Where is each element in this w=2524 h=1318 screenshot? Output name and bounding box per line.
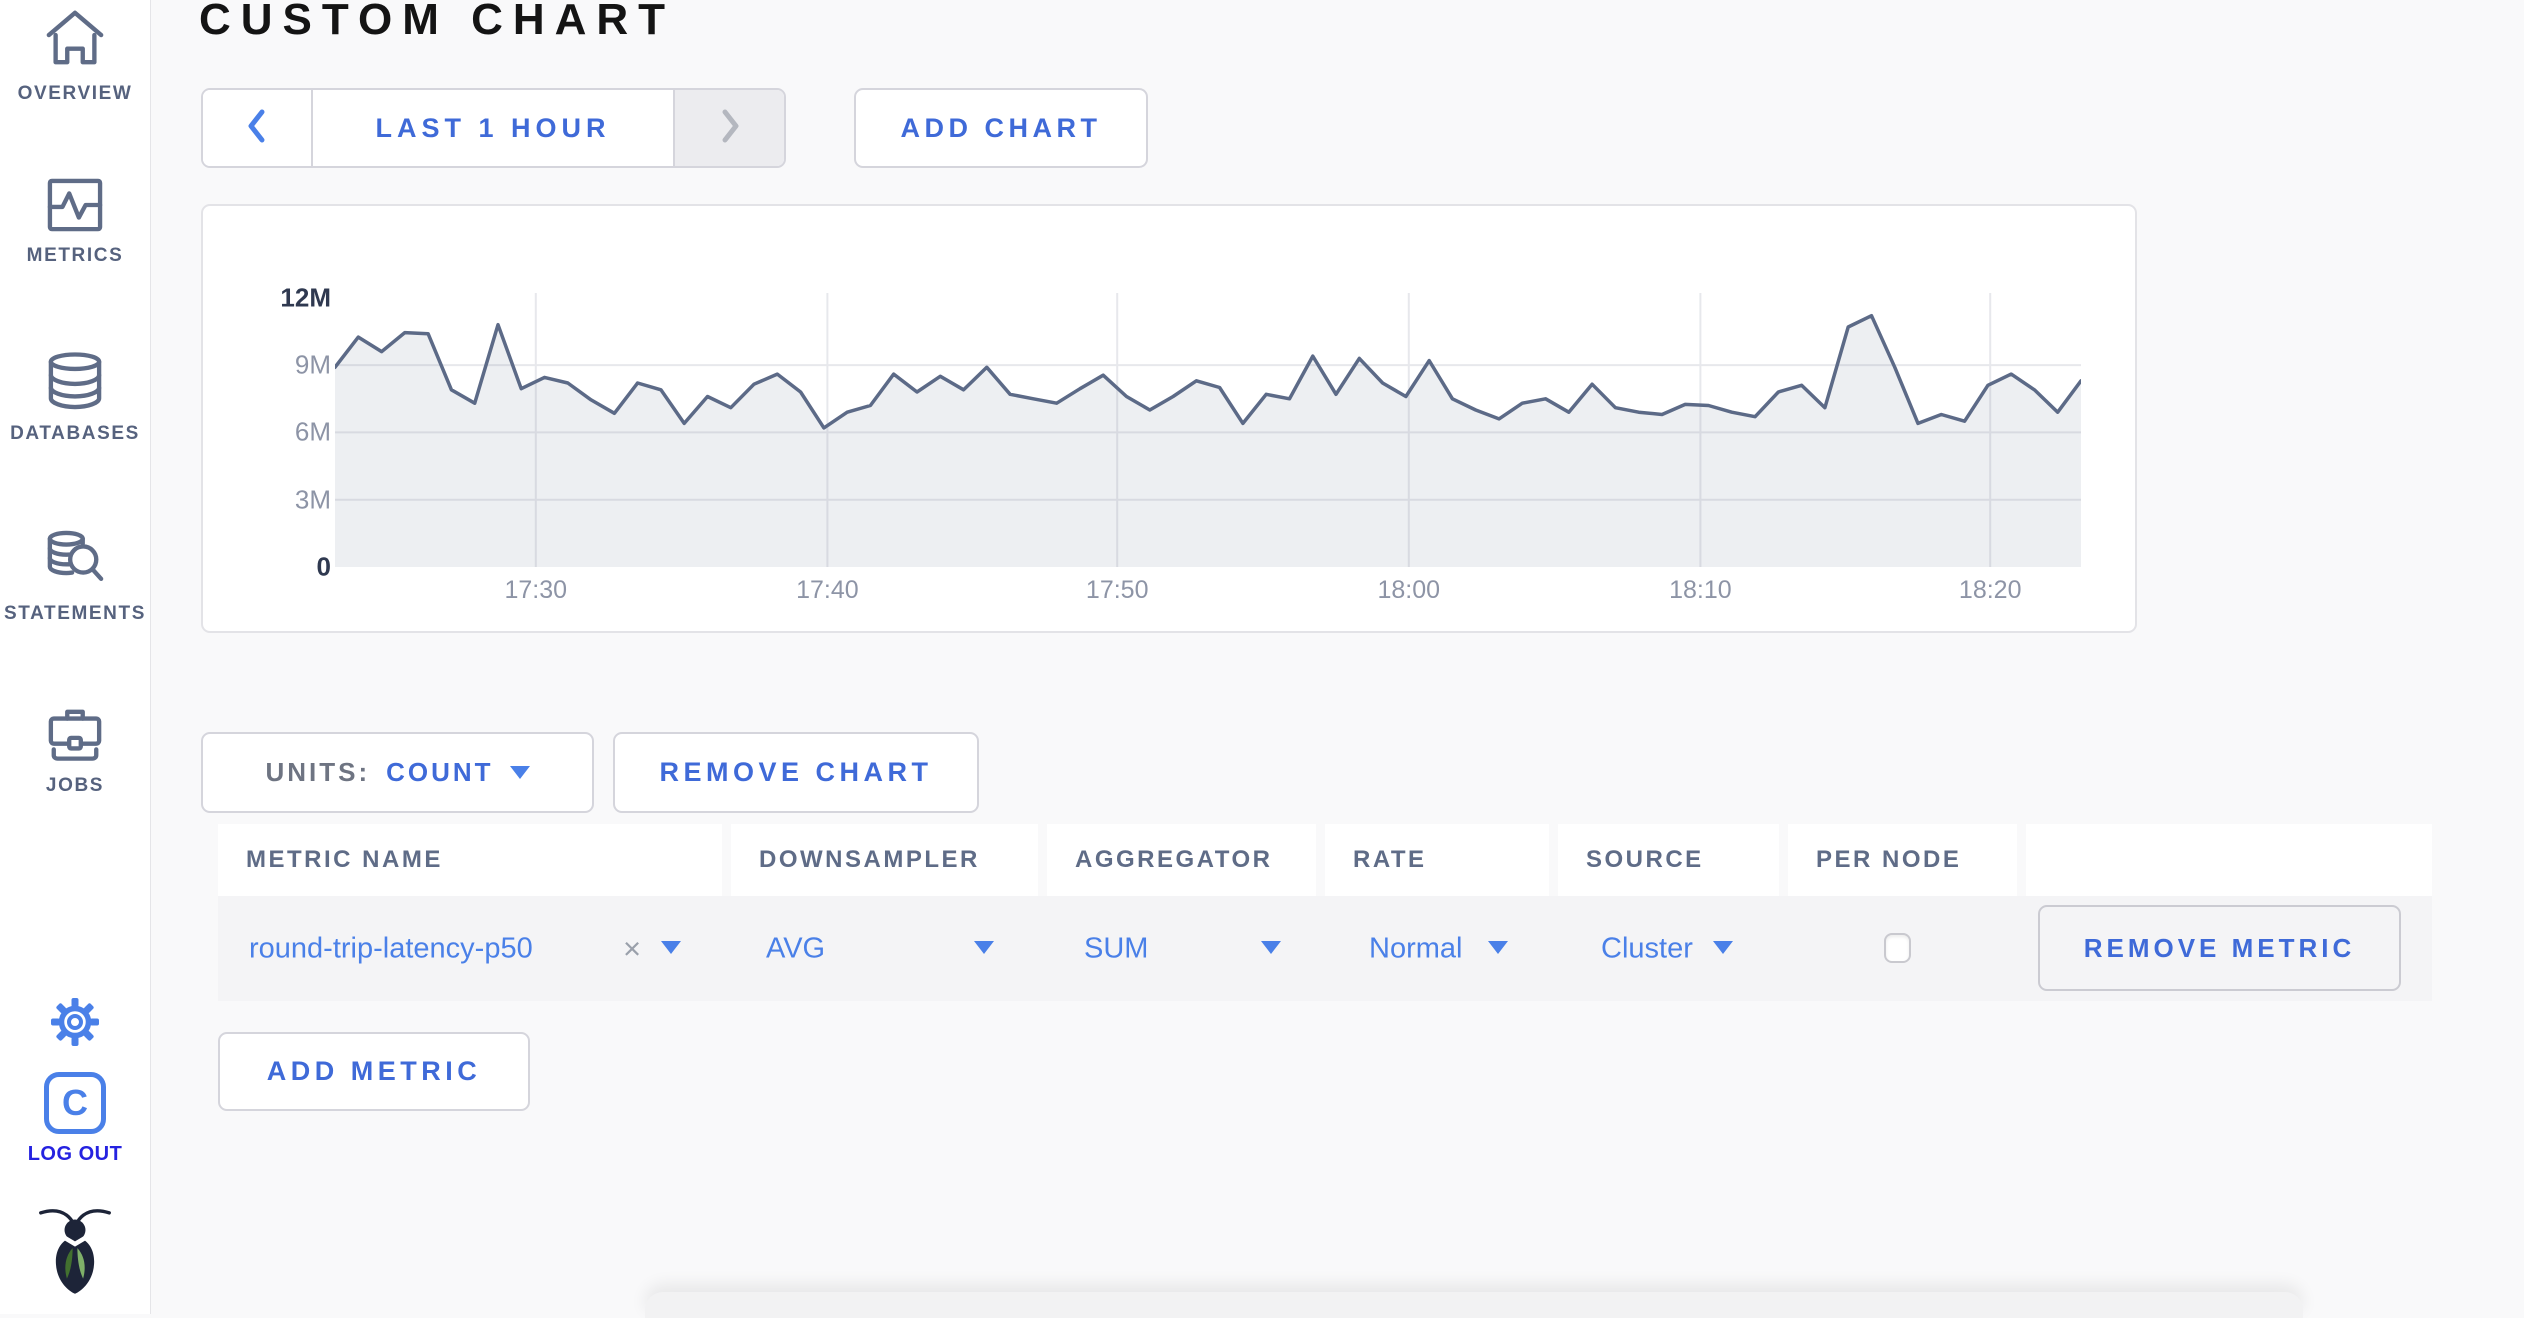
- rate-select[interactable]: Normal: [1369, 932, 1463, 964]
- jobs-icon: [47, 706, 103, 767]
- column-header-rate: RATE: [1325, 824, 1549, 896]
- y-tick-label: 9M: [294, 349, 331, 380]
- x-tick-label: 18:20: [1958, 576, 2022, 604]
- chart-card: 0 3M 6M 9M 12M 17:30 17:40 17:50 18:00 18:10 18:2…: [201, 204, 2137, 633]
- statements-icon: [46, 530, 104, 595]
- units-dropdown[interactable]: UNITS: COUNT: [201, 732, 594, 813]
- remove-chart-button[interactable]: REMOVE CHART: [613, 732, 979, 813]
- time-next-button[interactable]: [673, 90, 784, 166]
- remove-metric-button[interactable]: REMOVE METRIC: [2038, 905, 2401, 991]
- sidebar-item-overview[interactable]: OVERVIEW: [0, 6, 150, 105]
- column-header-actions: [2026, 824, 2432, 896]
- sidebar: OVERVIEW METRICS DATABASES: [0, 0, 151, 1314]
- units-value: COUNT: [386, 757, 494, 787]
- chart-line: [335, 313, 2081, 430]
- x-tick-label: 17:30: [504, 576, 568, 604]
- sidebar-item-label: DATABASES: [10, 423, 140, 444]
- main-content: CUSTOM CHART LAST 1 HOUR ADD CHART 0 3M 6M…: [151, 0, 2524, 1318]
- database-icon: [48, 352, 102, 415]
- sidebar-item-databases[interactable]: DATABASES: [0, 352, 150, 445]
- column-header-downsampler: DOWNSAMPLER: [731, 824, 1038, 896]
- metrics-icon: [47, 178, 103, 237]
- chevron-left-icon: [245, 107, 269, 150]
- logout-label: LOG OUT: [27, 1143, 123, 1165]
- sidebar-item-label: OVERVIEW: [17, 83, 133, 104]
- next-panel-shadow: [645, 1292, 2303, 1318]
- add-chart-button[interactable]: ADD CHART: [854, 88, 1148, 168]
- column-header-source: SOURCE: [1558, 824, 1779, 896]
- add-metric-button[interactable]: ADD METRIC: [218, 1032, 530, 1111]
- y-tick-label: 0: [316, 551, 331, 582]
- x-tick-label: 17:40: [796, 576, 859, 604]
- column-header-aggregator: AGGREGATOR: [1047, 824, 1316, 896]
- metric-name-caret-icon[interactable]: [661, 941, 681, 954]
- x-tick-label: 17:50: [1085, 576, 1149, 604]
- sidebar-item-statements[interactable]: STATEMENTS: [0, 530, 150, 625]
- source-select[interactable]: Cluster: [1601, 932, 1693, 964]
- rate-caret-icon[interactable]: [1488, 941, 1508, 954]
- y-tick-label: 6M: [294, 416, 331, 447]
- sidebar-item-logout[interactable]: C LOG OUT: [0, 1072, 150, 1166]
- sidebar-item-label: JOBS: [45, 775, 105, 796]
- time-range-value[interactable]: LAST 1 HOUR: [375, 112, 611, 143]
- time-prev-button[interactable]: [203, 90, 313, 166]
- metric-name-value[interactable]: round-trip-latency-p50: [249, 932, 533, 964]
- per-node-checkbox[interactable]: [1884, 933, 1911, 963]
- sidebar-item-label: METRICS: [26, 245, 124, 266]
- latency-chart[interactable]: [335, 247, 2081, 567]
- cockroach-bug-icon: [35, 1206, 115, 1299]
- column-header-per-node: PER NODE: [1788, 824, 2017, 896]
- source-caret-icon[interactable]: [1713, 941, 1733, 954]
- downsampler-select[interactable]: AVG: [766, 932, 826, 964]
- metrics-table-header: METRIC NAME DOWNSAMPLER AGGREGATOR RATE …: [218, 824, 2432, 896]
- aggregator-select[interactable]: SUM: [1084, 932, 1149, 964]
- column-header-metric-name: METRIC NAME: [218, 824, 722, 896]
- cockroach-c-logo: C: [44, 1072, 106, 1134]
- chart-area-fill: [335, 315, 2081, 567]
- y-tick-label: 12M: [280, 282, 331, 313]
- sidebar-item-metrics[interactable]: METRICS: [0, 178, 150, 267]
- y-tick-label: 3M: [294, 484, 331, 515]
- units-label: UNITS:: [265, 757, 371, 787]
- sidebar-item-settings[interactable]: [0, 996, 150, 1053]
- sidebar-item-label: STATEMENTS: [4, 603, 146, 624]
- downsampler-caret-icon[interactable]: [974, 941, 994, 954]
- chevron-down-icon: [509, 766, 530, 779]
- page-title: CUSTOM CHART: [199, 0, 676, 44]
- sidebar-item-jobs[interactable]: JOBS: [0, 706, 150, 797]
- x-tick-label: 18:10: [1669, 576, 1732, 604]
- x-tick-label: 18:00: [1377, 576, 1441, 604]
- sidebar-brand: [0, 1206, 150, 1299]
- chevron-right-icon: [718, 107, 742, 150]
- home-icon: [44, 6, 106, 75]
- clear-metric-icon[interactable]: ×: [623, 930, 642, 966]
- gear-icon: [49, 996, 101, 1053]
- time-range-selector: LAST 1 HOUR: [201, 88, 786, 168]
- aggregator-caret-icon[interactable]: [1261, 941, 1281, 954]
- metric-row: round-trip-latency-p50 × AVG SUM Normal …: [218, 896, 2432, 1001]
